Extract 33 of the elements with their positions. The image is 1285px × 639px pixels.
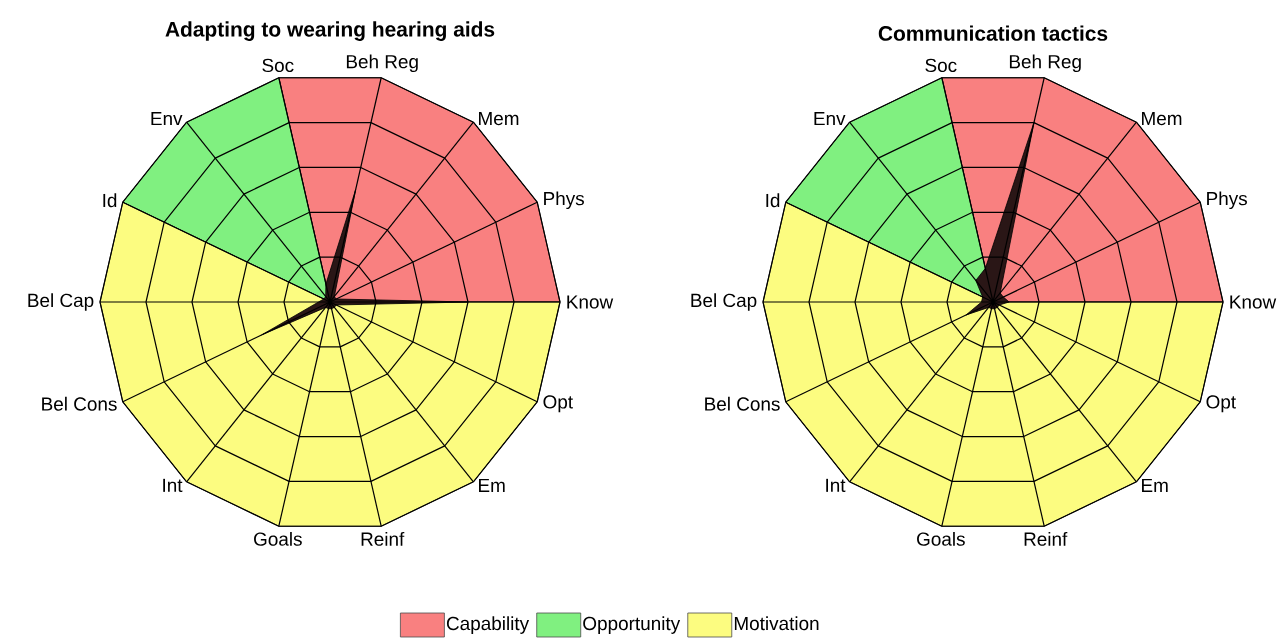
spoke-label: Env — [814, 112, 846, 126]
spoke-label: Em — [479, 478, 505, 492]
spoke-label: Goals — [917, 531, 965, 546]
spoke-label: Id — [766, 193, 780, 208]
spoke-label: Mem — [479, 111, 519, 126]
spoke-label: Int — [163, 478, 183, 492]
chart-title: Communication tactics — [878, 25, 1108, 41]
spoke-label: Beh Reg — [1009, 54, 1081, 73]
spoke-label: Id — [103, 193, 117, 208]
spoke-label: Bel Cons — [42, 396, 117, 411]
spoke-label: Soc — [262, 58, 294, 73]
spoke-label: Bel Cap — [691, 293, 757, 311]
spoke-label: Know — [567, 295, 614, 309]
spoke-label: Opt — [543, 395, 573, 413]
spoke-label: Mem — [1142, 111, 1182, 126]
spoke-label: Bel Cons — [705, 396, 780, 411]
spoke-label: Em — [1142, 478, 1168, 492]
spoke-label: Int — [826, 478, 846, 492]
spoke-label: Opt — [1206, 395, 1236, 413]
spoke-label: Reinf — [361, 531, 405, 546]
legend-label: Opportunity — [583, 616, 681, 634]
spoke-label: Env — [151, 112, 183, 126]
spoke-label: Beh Reg — [346, 54, 418, 73]
spoke-label: Soc — [925, 58, 957, 73]
spoke-label: Know — [1230, 295, 1277, 309]
legend-label: Motivation — [734, 616, 819, 631]
spoke-label: Phys — [1207, 191, 1247, 210]
chart-title: Adapting to wearing hearing aids — [165, 21, 495, 41]
legend-label: Capability — [446, 616, 530, 634]
spoke-label: Goals — [254, 531, 302, 546]
spoke-label: Bel Cap — [28, 293, 94, 311]
spoke-label: Phys — [544, 191, 584, 210]
spoke-label: Reinf — [1024, 531, 1068, 546]
